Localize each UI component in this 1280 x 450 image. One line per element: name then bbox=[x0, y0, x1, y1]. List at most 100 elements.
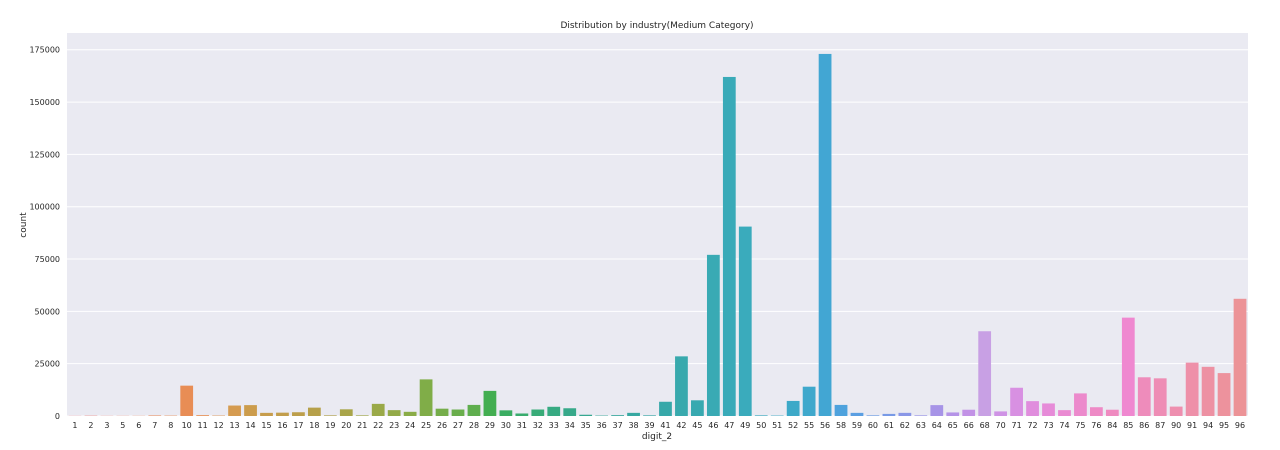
x-tick-label: 60 bbox=[868, 421, 878, 430]
bar-73 bbox=[1042, 403, 1055, 416]
x-tick-label: 11 bbox=[198, 421, 208, 430]
plot-background bbox=[67, 33, 1248, 416]
bar-61 bbox=[882, 413, 896, 416]
y-tick-label: 50000 bbox=[35, 307, 60, 316]
bar-64 bbox=[930, 405, 944, 416]
y-axis-label: count bbox=[19, 212, 29, 238]
bar-39 bbox=[643, 415, 656, 416]
x-tick-label: 42 bbox=[676, 421, 686, 430]
y-tick-label: 125000 bbox=[29, 150, 60, 159]
bar-21 bbox=[355, 415, 369, 416]
bar-13 bbox=[228, 405, 241, 416]
y-tick-label: 0 bbox=[55, 412, 60, 421]
bar-72 bbox=[1026, 401, 1039, 416]
x-tick-label: 41 bbox=[660, 421, 670, 430]
bar-7 bbox=[148, 415, 162, 416]
x-tick-label: 58 bbox=[836, 421, 846, 430]
bar-26 bbox=[435, 408, 449, 416]
x-tick-label: 70 bbox=[996, 421, 1006, 430]
x-tick-label: 59 bbox=[852, 421, 862, 430]
bar-66 bbox=[962, 409, 976, 416]
bar-49 bbox=[738, 226, 752, 416]
x-tick-label: 17 bbox=[293, 421, 303, 430]
x-tick-label: 24 bbox=[405, 421, 415, 430]
bar-37 bbox=[611, 415, 624, 416]
x-tick-label: 31 bbox=[517, 421, 527, 430]
x-tick-label: 61 bbox=[884, 421, 894, 430]
bar-63 bbox=[914, 415, 928, 416]
x-tick-label: 90 bbox=[1171, 421, 1181, 430]
x-tick-label: 49 bbox=[740, 421, 750, 430]
x-tick-label: 51 bbox=[772, 421, 782, 430]
x-tick-label: 14 bbox=[245, 421, 255, 430]
x-tick-label: 20 bbox=[341, 421, 351, 430]
bar-45 bbox=[691, 400, 704, 416]
bar-31 bbox=[515, 413, 529, 416]
y-tick-label: 150000 bbox=[29, 98, 60, 107]
y-tick-label: 175000 bbox=[29, 46, 60, 55]
bar-71 bbox=[1010, 387, 1023, 416]
x-tick-label: 62 bbox=[900, 421, 910, 430]
bar-19 bbox=[323, 415, 337, 416]
x-tick-label: 64 bbox=[932, 421, 942, 430]
x-tick-label: 91 bbox=[1187, 421, 1197, 430]
x-tick-label: 75 bbox=[1075, 421, 1085, 430]
x-tick-label: 56 bbox=[820, 421, 830, 430]
x-tick-label: 15 bbox=[261, 421, 271, 430]
bar-74 bbox=[1058, 410, 1071, 416]
x-tick-label: 50 bbox=[756, 421, 766, 430]
x-tick-label: 29 bbox=[485, 421, 495, 430]
bar-95 bbox=[1217, 373, 1231, 416]
bar-59 bbox=[850, 412, 864, 416]
bar-27 bbox=[451, 409, 465, 416]
bar-42 bbox=[675, 356, 688, 416]
y-tick-label: 100000 bbox=[29, 203, 60, 212]
x-tick-label: 10 bbox=[182, 421, 192, 430]
bar-18 bbox=[307, 407, 321, 416]
x-tick-label: 68 bbox=[980, 421, 990, 430]
bar-50 bbox=[754, 415, 768, 416]
bar-34 bbox=[563, 408, 577, 416]
bar-91 bbox=[1185, 362, 1199, 416]
x-tick-label: 21 bbox=[357, 421, 367, 430]
y-tick-label: 75000 bbox=[35, 255, 60, 264]
y-tick-labels: 0 25000 50000 75000 100000 125000 150000 175000 bbox=[29, 46, 60, 421]
x-tick-label: 16 bbox=[277, 421, 287, 430]
gridlines bbox=[67, 49, 1248, 417]
x-tick-label: 73 bbox=[1043, 421, 1053, 430]
bar-16 bbox=[276, 412, 289, 416]
x-tick-label: 7 bbox=[152, 421, 157, 430]
x-tick-label: 22 bbox=[373, 421, 383, 430]
bar-22 bbox=[371, 403, 385, 416]
bar-47 bbox=[722, 76, 736, 417]
bar-14 bbox=[244, 405, 257, 416]
x-tick-label: 34 bbox=[565, 421, 575, 430]
x-tick-label: 37 bbox=[613, 421, 623, 430]
x-tick-label: 30 bbox=[501, 421, 511, 430]
x-tick-label: 3 bbox=[104, 421, 109, 430]
bar-11 bbox=[196, 415, 210, 416]
x-tick-label: 46 bbox=[708, 421, 718, 430]
bar-24 bbox=[403, 411, 417, 416]
chart-title: Distribution by industry(Medium Category… bbox=[560, 21, 753, 31]
bar-32 bbox=[531, 409, 545, 416]
bar-85 bbox=[1121, 317, 1135, 416]
x-tick-labels: 1 2 3 5 6 7 8 10 11 12 13 14 15 16 17 18 19 20 21 22 23 24 25 2… bbox=[72, 421, 1245, 430]
x-axis-label: digit_2 bbox=[642, 432, 672, 442]
x-tick-label: 86 bbox=[1139, 421, 1149, 430]
x-tick-label: 85 bbox=[1123, 421, 1133, 430]
bar-94 bbox=[1201, 366, 1215, 416]
bar-33 bbox=[547, 406, 561, 416]
x-tick-label: 5 bbox=[120, 421, 125, 430]
x-tick-label: 74 bbox=[1059, 421, 1069, 430]
bar-86 bbox=[1137, 377, 1151, 416]
x-tick-label: 35 bbox=[581, 421, 591, 430]
x-tick-label: 76 bbox=[1091, 421, 1101, 430]
x-tick-label: 94 bbox=[1203, 421, 1213, 430]
x-tick-label: 47 bbox=[724, 421, 734, 430]
x-tick-label: 33 bbox=[549, 421, 559, 430]
bar-29 bbox=[483, 390, 497, 416]
bar-17 bbox=[292, 412, 305, 416]
x-tick-label: 25 bbox=[421, 421, 431, 430]
bar-70 bbox=[994, 411, 1008, 416]
